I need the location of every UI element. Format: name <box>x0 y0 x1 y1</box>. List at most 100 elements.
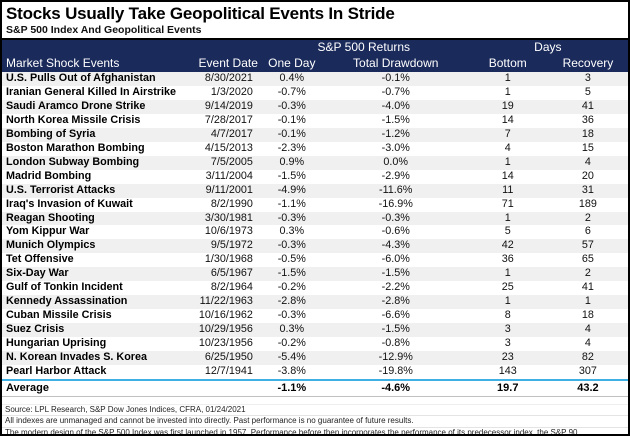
average-date-cell <box>187 378 260 397</box>
recovery-days-cell: 18 <box>547 127 628 142</box>
bottom-days-cell: 23 <box>467 351 548 366</box>
total-drawdown-cell: -1.5% <box>381 113 410 126</box>
bottom-days-cell: 1 <box>467 72 548 86</box>
event-date-cell: 8/2/1990 <box>210 197 253 210</box>
recovery-days-cell: 307 <box>578 365 597 378</box>
recovery-days-cell: 2 <box>547 211 628 226</box>
event-name-cell: Reagan Shooting <box>2 211 188 226</box>
bottom-days-cell: 143 <box>498 365 517 378</box>
recovery-days-cell: 15 <box>581 141 594 154</box>
event-name-cell: N. Korean Invades S. Korea <box>2 351 188 366</box>
table-row: Munich Olympics 9/5/1972 -0.3% -4.3% 42 57 <box>2 239 628 254</box>
one-day-cell: -2.8% <box>259 295 324 310</box>
event-name-cell: Iraq's Invasion of Kuwait <box>6 197 133 210</box>
one-day-cell: 0.4% <box>259 72 324 86</box>
table-row: N. Korean Invades S. Korea 6/25/1950 -5.4%… <box>2 351 628 366</box>
table-row: Madrid Bombing 3/11/2004 -1.5% -2.9% 14 20 <box>2 170 628 184</box>
recovery-days-cell: 31 <box>547 183 628 198</box>
event-name-cell: Bombing of Syria <box>2 127 188 142</box>
event-name-cell: Yom Kippur War <box>6 225 90 238</box>
event-name-cell: Pearl Harbor Attack <box>6 365 107 378</box>
one-day-cell: -1.5% <box>277 169 306 182</box>
event-name-cell: Saudi Aramco Drone Strike <box>2 99 188 114</box>
recovery-days-cell: 3 <box>547 72 628 86</box>
table-row: Iranian General Killed In Airstrike 1/3/2… <box>2 86 628 100</box>
event-name-cell: Boston Marathon Bombing <box>6 141 145 154</box>
bottom-days-cell: 1 <box>504 85 511 98</box>
table-body: U.S. Pulls Out of Afghanistan 8/30/2021 0.… <box>2 72 628 380</box>
bottom-days-cell: 7 <box>467 127 548 142</box>
event-date-cell: 8/2/1964 <box>210 281 253 294</box>
total-drawdown-cell: -2.2% <box>381 281 410 294</box>
table-row: Iraq's Invasion of Kuwait 8/2/1990 -1.1% -1… <box>2 198 628 212</box>
average-bottom-cell: 19.7 <box>467 378 548 397</box>
event-date-cell: 1/3/2020 <box>210 85 253 98</box>
event-name-cell: Six-Day War <box>2 267 188 282</box>
event-name-cell: North Korea Missile Crisis <box>6 113 141 126</box>
event-name-cell: London Subway Bombing <box>2 155 188 170</box>
event-date-cell: 9/14/2019 <box>187 99 260 114</box>
footnote-source: Source: LPL Research, S&P Dow Jones Indi… <box>2 403 628 417</box>
bottom-days-cell: 71 <box>501 197 514 210</box>
group-header-row: S&P 500 Returns Days <box>2 40 628 55</box>
bottom-days-cell: 1 <box>467 211 548 226</box>
recovery-days-cell: 6 <box>584 225 591 238</box>
recovery-days-cell: 41 <box>581 281 594 294</box>
event-date-cell: 10/23/1956 <box>198 337 253 350</box>
total-drawdown-cell: -11.6% <box>323 183 468 198</box>
total-drawdown-cell: -3.0% <box>381 141 410 154</box>
table-row: U.S. Terrorist Attacks 9/11/2001 -4.9% -11.… <box>2 183 628 198</box>
event-date-cell: 1/30/1968 <box>204 253 253 266</box>
table-row: North Korea Missile Crisis 7/28/2017 -0.1%… <box>2 114 628 128</box>
recovery-days-cell: 5 <box>584 85 591 98</box>
bottom-days-cell: 5 <box>504 225 511 238</box>
group-header-spacer <box>2 40 260 55</box>
total-drawdown-cell: -6.0% <box>381 253 410 266</box>
events-table: S&P 500 Returns Days Market Shock Events… <box>2 40 628 397</box>
column-header-oneday: One Day <box>259 55 324 72</box>
total-drawdown-cell: -2.9% <box>381 169 410 182</box>
event-name-cell: Gulf of Tonkin Incident <box>6 281 123 294</box>
table-row: Hungarian Uprising 10/23/1956 -0.2% -0.8% 3 4 <box>2 337 628 351</box>
event-date-cell: 6/5/1967 <box>187 267 260 282</box>
table-row: Pearl Harbor Attack 12/7/1941 -3.8% -19.8% 1… <box>2 365 628 380</box>
bottom-days-cell: 4 <box>504 141 511 154</box>
recovery-days-cell: 4 <box>584 337 591 350</box>
event-name-cell: Tet Offensive <box>6 253 74 266</box>
table-row: Reagan Shooting 3/30/1981 -0.3% -0.3% 1 2 <box>2 211 628 226</box>
recovery-days-cell: 41 <box>547 99 628 114</box>
total-drawdown-cell: -0.7% <box>381 85 410 98</box>
recovery-days-cell: 2 <box>547 267 628 282</box>
column-header-event: Market Shock Events <box>2 55 188 72</box>
total-drawdown-cell: -16.9% <box>378 197 413 210</box>
event-name-cell: Cuban Missile Crisis <box>6 309 112 322</box>
one-day-cell: 0.9% <box>259 155 324 170</box>
recovery-days-cell: 189 <box>578 197 597 210</box>
table-header: S&P 500 Returns Days Market Shock Events… <box>2 40 628 72</box>
column-header-date: Event Date <box>187 55 260 72</box>
event-name-cell: U.S. Pulls Out of Afghanistan <box>2 72 188 86</box>
one-day-cell: 0.3% <box>279 225 305 238</box>
event-date-cell: 10/6/1973 <box>204 225 253 238</box>
table-row: Boston Marathon Bombing 4/15/2013 -2.3% -3.… <box>2 142 628 156</box>
one-day-cell: -0.2% <box>277 337 306 350</box>
event-date-cell: 10/16/1962 <box>198 309 253 322</box>
one-day-cell: -1.1% <box>277 197 306 210</box>
total-drawdown-cell: -6.6% <box>381 309 410 322</box>
column-header-recovery: Recovery <box>547 55 628 72</box>
total-drawdown-cell: -1.5% <box>323 267 468 282</box>
table-row: Saudi Aramco Drone Strike 9/14/2019 -0.3% -… <box>2 99 628 114</box>
one-day-cell: -0.2% <box>277 281 306 294</box>
event-name-cell: Suez Crisis <box>2 323 188 338</box>
one-day-cell: -1.5% <box>259 267 324 282</box>
bottom-days-cell: 42 <box>467 239 548 254</box>
event-date-cell: 9/11/2001 <box>187 183 260 198</box>
event-date-cell: 9/5/1972 <box>187 239 260 254</box>
footnotes: Source: LPL Research, S&P Dow Jones Indi… <box>2 403 628 434</box>
one-day-cell: -0.3% <box>277 309 306 322</box>
bottom-days-cell: 3 <box>467 323 548 338</box>
event-date-cell: 10/29/1956 <box>187 323 260 338</box>
event-name-cell: Kennedy Assassination <box>2 295 188 310</box>
bottom-days-cell: 36 <box>501 253 514 266</box>
one-day-cell: -2.3% <box>277 141 306 154</box>
